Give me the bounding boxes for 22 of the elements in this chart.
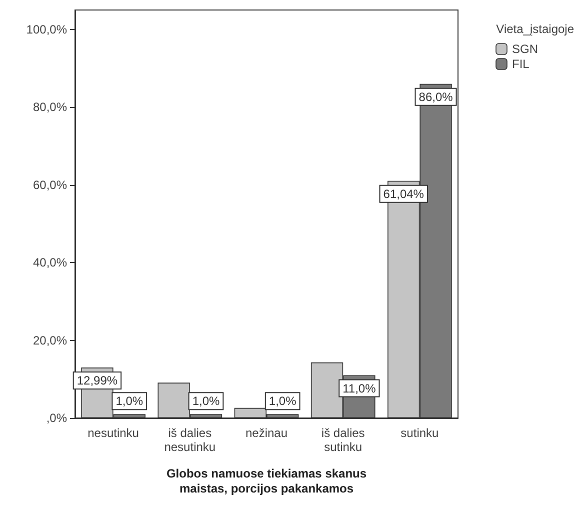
y-tick-label: 40,0%	[32, 256, 68, 270]
x-tick-label: nesutinku	[88, 426, 139, 440]
legend-title: Vieta_įstaigoje	[496, 22, 574, 36]
y-tick-label: ,0%	[46, 411, 68, 425]
data-label: 1,0%	[268, 394, 297, 408]
x-tick-label: nežinau	[245, 426, 288, 440]
y-tick-label: 20,0%	[32, 333, 68, 348]
data-label: 1,0%	[116, 394, 144, 408]
x-tick-label: iš dalies nesutinku	[164, 426, 216, 454]
data-label: 11,0%	[342, 381, 376, 396]
data-label: 86,0%	[418, 90, 454, 104]
y-tick-label: 100,0%	[26, 22, 68, 36]
x-tick-label: sutinku	[400, 426, 439, 440]
legend-label: SGN	[512, 42, 538, 56]
x-tick-label: iš dalies sutinku	[321, 426, 365, 454]
y-tick-label: 60,0%	[32, 178, 68, 192]
data-label: 12,99%	[76, 374, 118, 388]
y-tick-label: 80,0%	[32, 100, 68, 114]
legend-label: FIL	[512, 57, 530, 71]
data-label: 1,0%	[192, 394, 220, 408]
data-label: 61,04%	[383, 186, 424, 201]
x-axis-title: Globos namuose tiekiamas skanus maistas, porcijos pakankamos	[166, 466, 367, 496]
